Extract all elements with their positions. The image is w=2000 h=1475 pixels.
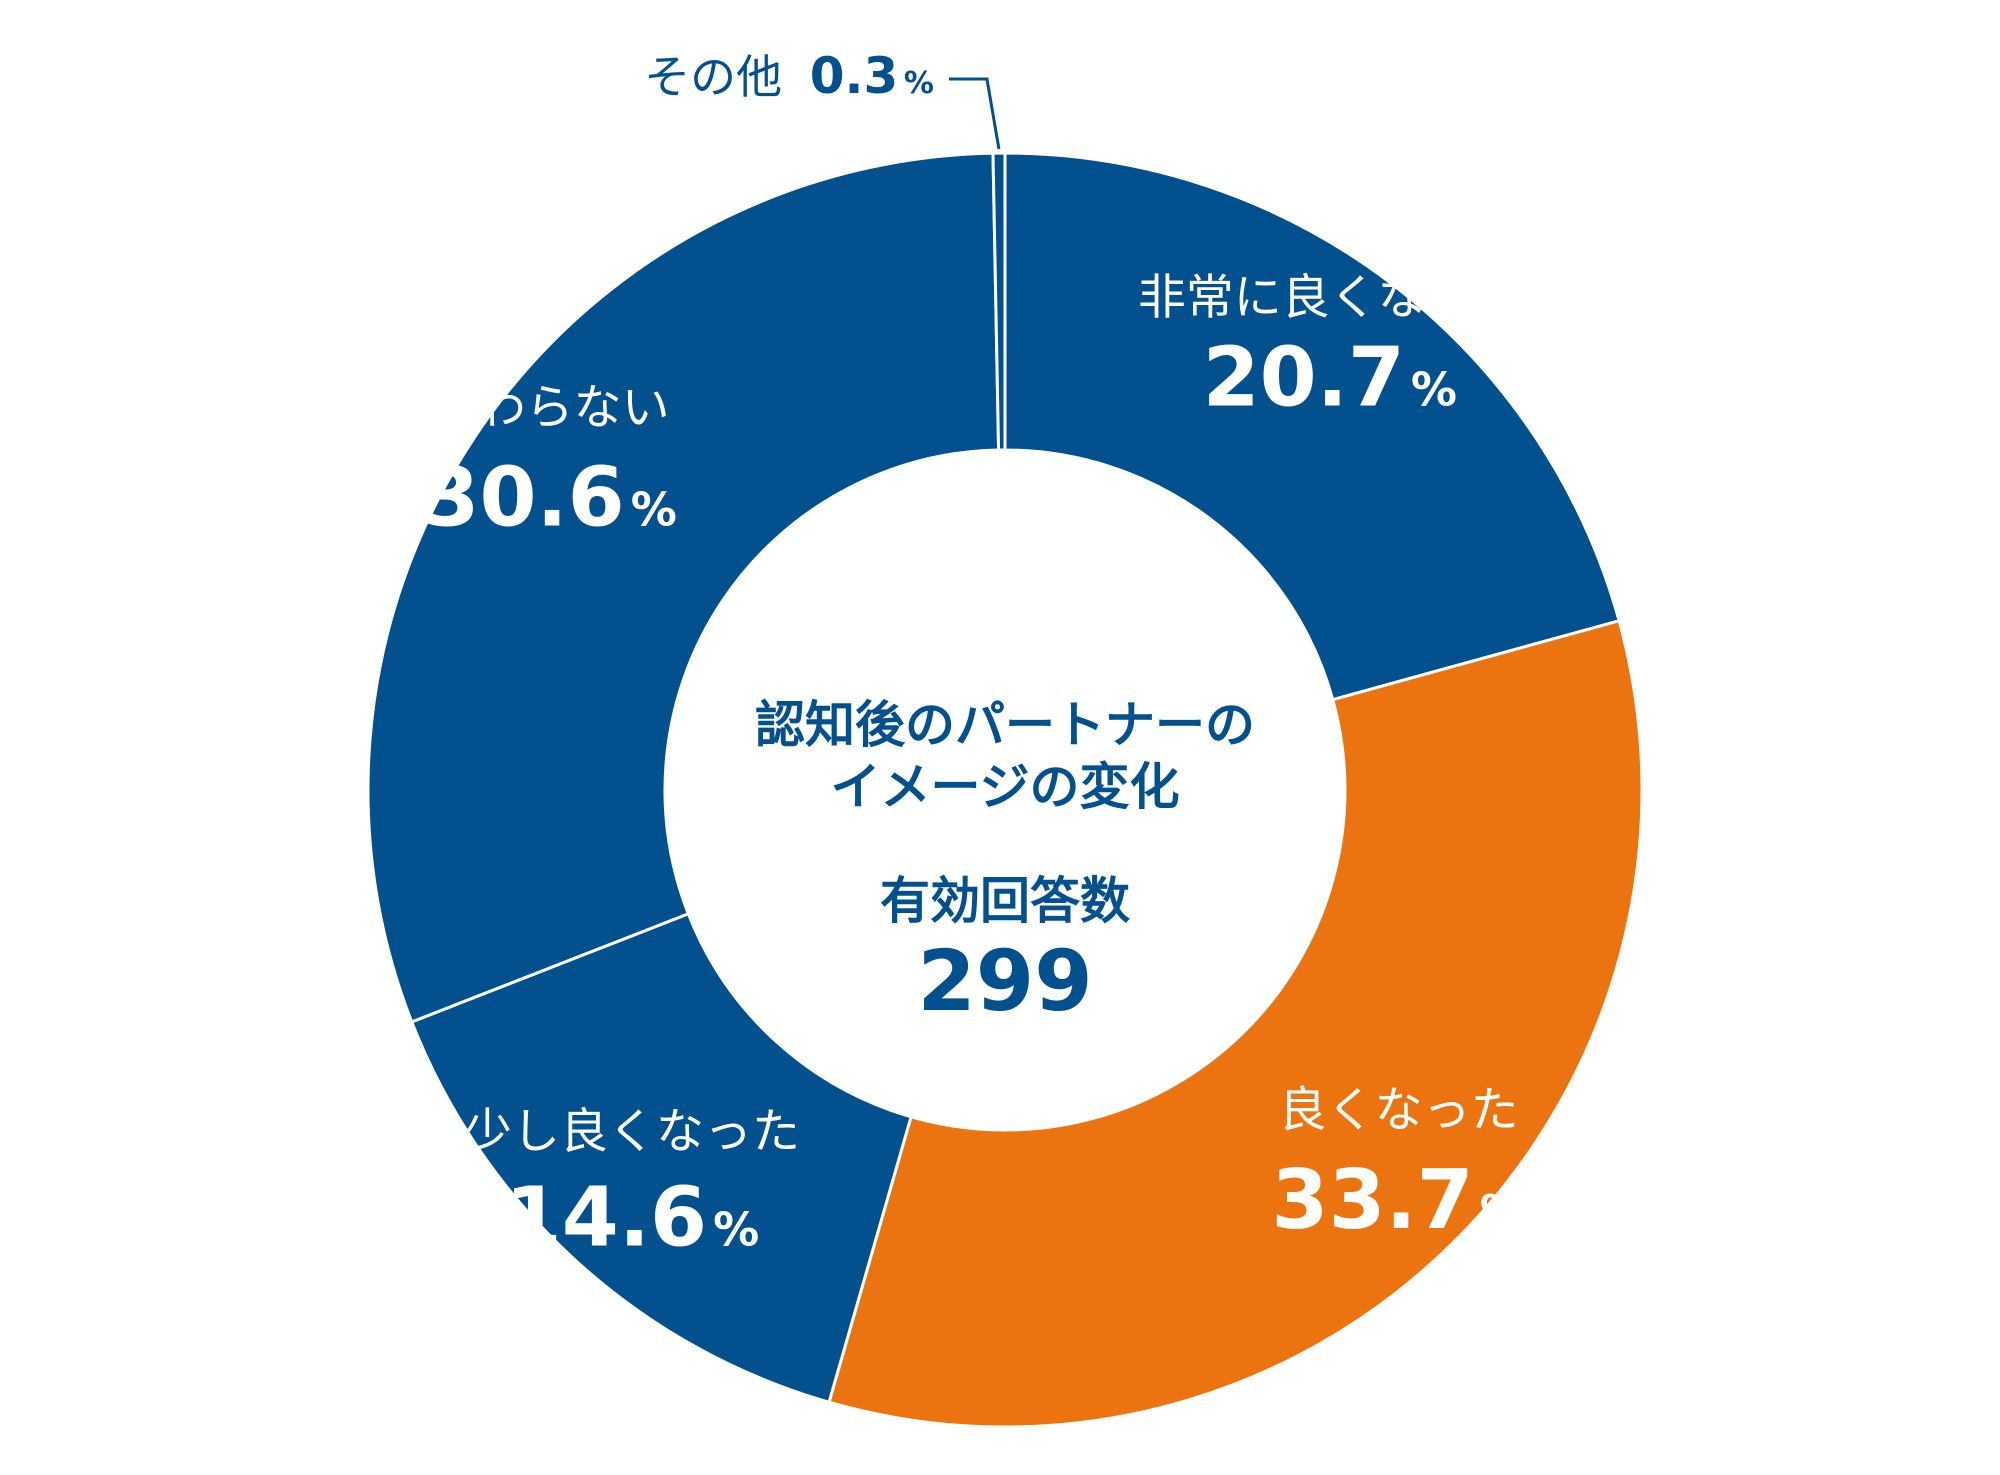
other-leader-line bbox=[948, 77, 1001, 150]
center-count-value: 299 bbox=[917, 932, 1092, 1030]
donut-slice-2 bbox=[827, 618, 1644, 1429]
slice-value-label-2: 33.7% bbox=[1271, 1153, 1525, 1248]
donut-slice-4 bbox=[366, 151, 1001, 1024]
slice-value-label-4: 30.6% bbox=[422, 450, 676, 545]
donut-slices bbox=[366, 151, 1644, 1429]
other-category-label: その他 bbox=[644, 50, 782, 104]
donut-slice-3 bbox=[409, 911, 913, 1405]
slice-category-label-3: 少し良くなった bbox=[464, 1103, 800, 1159]
slice-category-label-2: 良くなった bbox=[1279, 1082, 1519, 1138]
slice-label-other: その他 0.3 % bbox=[644, 47, 934, 105]
slice-value-label-1: 20.7% bbox=[1203, 331, 1457, 426]
center-title-line-1: 認知後のパートナーの bbox=[755, 696, 1255, 754]
slice-category-label-1: 非常に良くなった bbox=[1138, 270, 1522, 326]
other-value-label: 0.3 bbox=[810, 47, 899, 105]
donut-center: 認知後のパートナーの イメージの変化 有効回答数 299 bbox=[755, 696, 1255, 1030]
center-title-line-2: イメージの変化 bbox=[831, 758, 1180, 816]
other-percent-sign: % bbox=[904, 66, 934, 101]
donut-slice-1 bbox=[1003, 151, 1621, 702]
slice-category-label-4: 変わらない bbox=[430, 379, 670, 435]
slice-value-label-3: 14.6% bbox=[505, 1170, 759, 1265]
donut-slice-5 bbox=[991, 151, 1007, 452]
center-count-label: 有効回答数 bbox=[880, 872, 1130, 930]
